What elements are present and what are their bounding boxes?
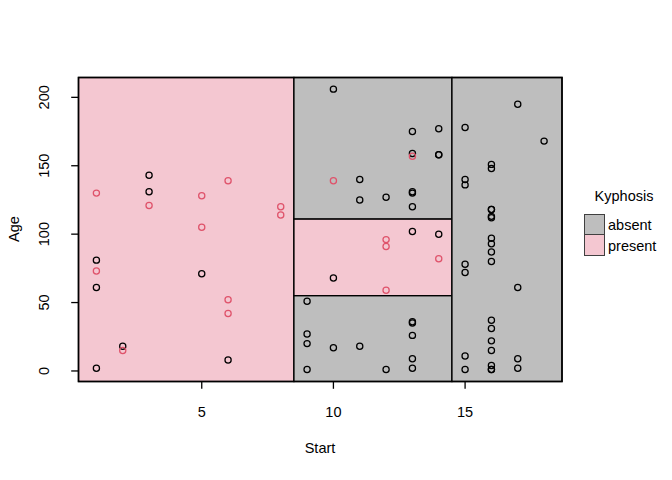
region-absent xyxy=(452,78,562,382)
kyphosis-partition-plot: 51015050100150200 Start Age Kyphosis abs… xyxy=(0,0,672,480)
legend-swatch-present xyxy=(584,235,605,256)
x-tick-label: 15 xyxy=(457,404,473,420)
legend-item-present: present xyxy=(584,235,670,256)
legend-swatch-absent xyxy=(584,214,605,235)
region-absent xyxy=(294,78,452,220)
x-axis-title: Start xyxy=(305,440,336,456)
legend-label-absent: absent xyxy=(608,217,652,233)
region-present xyxy=(294,219,452,296)
region-absent xyxy=(294,296,452,382)
plot-canvas: 51015050100150200 xyxy=(0,0,672,480)
y-tick-label: 100 xyxy=(36,222,52,246)
y-tick-label: 150 xyxy=(36,154,52,178)
y-tick-label: 0 xyxy=(36,367,52,375)
legend: Kyphosis absent present xyxy=(584,188,670,256)
legend-label-present: present xyxy=(608,238,656,254)
y-tick-label: 50 xyxy=(36,294,52,310)
region-present xyxy=(79,78,294,382)
y-tick-label: 200 xyxy=(36,85,52,109)
legend-title: Kyphosis xyxy=(584,188,664,204)
x-tick-label: 10 xyxy=(325,404,341,420)
legend-item-absent: absent xyxy=(584,214,670,235)
x-tick-label: 5 xyxy=(198,404,206,420)
y-axis-title: Age xyxy=(6,216,22,242)
